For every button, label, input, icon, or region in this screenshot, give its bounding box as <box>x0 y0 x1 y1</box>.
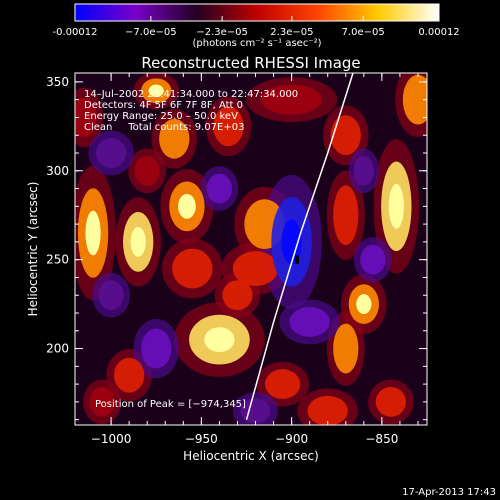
chart-title: Reconstructed RHESSI Image <box>141 54 360 72</box>
heatmap-blob <box>95 138 127 168</box>
heatmap-blob <box>206 173 233 204</box>
y-tick-label: 350 <box>46 75 69 89</box>
heatmap-blob <box>232 251 279 286</box>
x-tick-label: −850 <box>365 432 398 446</box>
heatmap-blob <box>264 369 301 400</box>
heatmap-blob-core <box>356 294 372 315</box>
colorbar-tick-label: -0.00012 <box>53 27 98 38</box>
heatmap-blob <box>213 106 244 147</box>
axis-ticks: −1000 −950 −900 −850 200 250 300 350 <box>46 73 427 446</box>
colorbar-tick-label: 0.00012 <box>418 27 459 38</box>
heatmap-blob <box>353 155 374 186</box>
heatmap-blob <box>113 357 145 393</box>
heatmap-image <box>75 73 427 425</box>
x-tick-label: −900 <box>275 432 308 446</box>
heatmap-blob-core <box>130 226 146 257</box>
heatmap-blob <box>375 386 407 417</box>
heatmap-blob <box>134 155 160 186</box>
y-tick-label: 250 <box>46 253 69 267</box>
heatmap-blob <box>333 185 359 246</box>
heatmap-blob <box>261 84 322 115</box>
annotation-peak: Position of Peak = [−974,345] <box>95 399 246 410</box>
peak-marker <box>295 255 300 264</box>
x-tick-label: −1000 <box>91 432 132 446</box>
annotation-detectors: Detectors: 4F 5F 6F 7F 8F, Att 0 <box>84 100 243 111</box>
colorbar-tick-label: 2.3e−05 <box>270 27 313 38</box>
colorbar-tick-label: −7.0e−05 <box>125 27 177 38</box>
y-tick-label: 300 <box>46 164 69 178</box>
heatmap-blob-core <box>148 84 164 97</box>
heatmap-blob <box>172 248 213 289</box>
colorbar-tick-label: 7.0e−05 <box>342 27 385 38</box>
solar-limb-curve <box>245 73 354 420</box>
heatmap-blob <box>330 115 361 156</box>
x-tick-label: −950 <box>185 432 218 446</box>
heatmap-blob <box>307 395 348 425</box>
colorbar <box>74 3 440 22</box>
annotation-time: 14–Jul–2002 22:41:34.000 to 22:47:34.000 <box>84 89 298 100</box>
annotation-clean: Clean Total counts: 9.07E+03 <box>84 122 244 133</box>
colorbar-ticks: -0.00012 −7.0e−05 −2.3e−05 2.3e−05 7.0e−05 0.… <box>53 16 460 38</box>
heatmap-blob <box>333 323 359 374</box>
heatmap-blob-core <box>85 210 101 256</box>
heatmap-blob-core <box>178 193 196 219</box>
colorbar-tick-label: −2.3e−05 <box>196 27 248 38</box>
heatmap-blob <box>222 280 253 311</box>
heatmap-blob <box>159 118 190 159</box>
annotation-energy: Energy Range: 25.0 – 50.0 keV <box>84 111 238 122</box>
heatmap-blob <box>89 386 115 417</box>
heatmap-blob <box>289 306 330 337</box>
footer-timestamp: 17-Apr-2013 17:43 <box>402 487 496 498</box>
colorbar-units-label: (photons cm⁻² s⁻¹ asec⁻²) <box>192 38 321 49</box>
x-axis-label: Heliocentric X (arcsec) <box>183 449 319 463</box>
heatmap-blob <box>75 97 97 138</box>
heatmap-blob <box>402 74 427 125</box>
plot-frame <box>74 72 428 426</box>
heatmap-blob <box>360 244 386 275</box>
heatmap-blob <box>141 328 172 369</box>
heatmap-blob-core <box>388 183 404 229</box>
heatmap-blob <box>98 280 124 311</box>
y-axis-label: Heliocentric Y (arcsec) <box>26 182 40 317</box>
heatmap-blob-core <box>204 327 235 353</box>
heatmap-blob-core <box>281 219 302 265</box>
y-tick-label: 200 <box>46 342 69 356</box>
